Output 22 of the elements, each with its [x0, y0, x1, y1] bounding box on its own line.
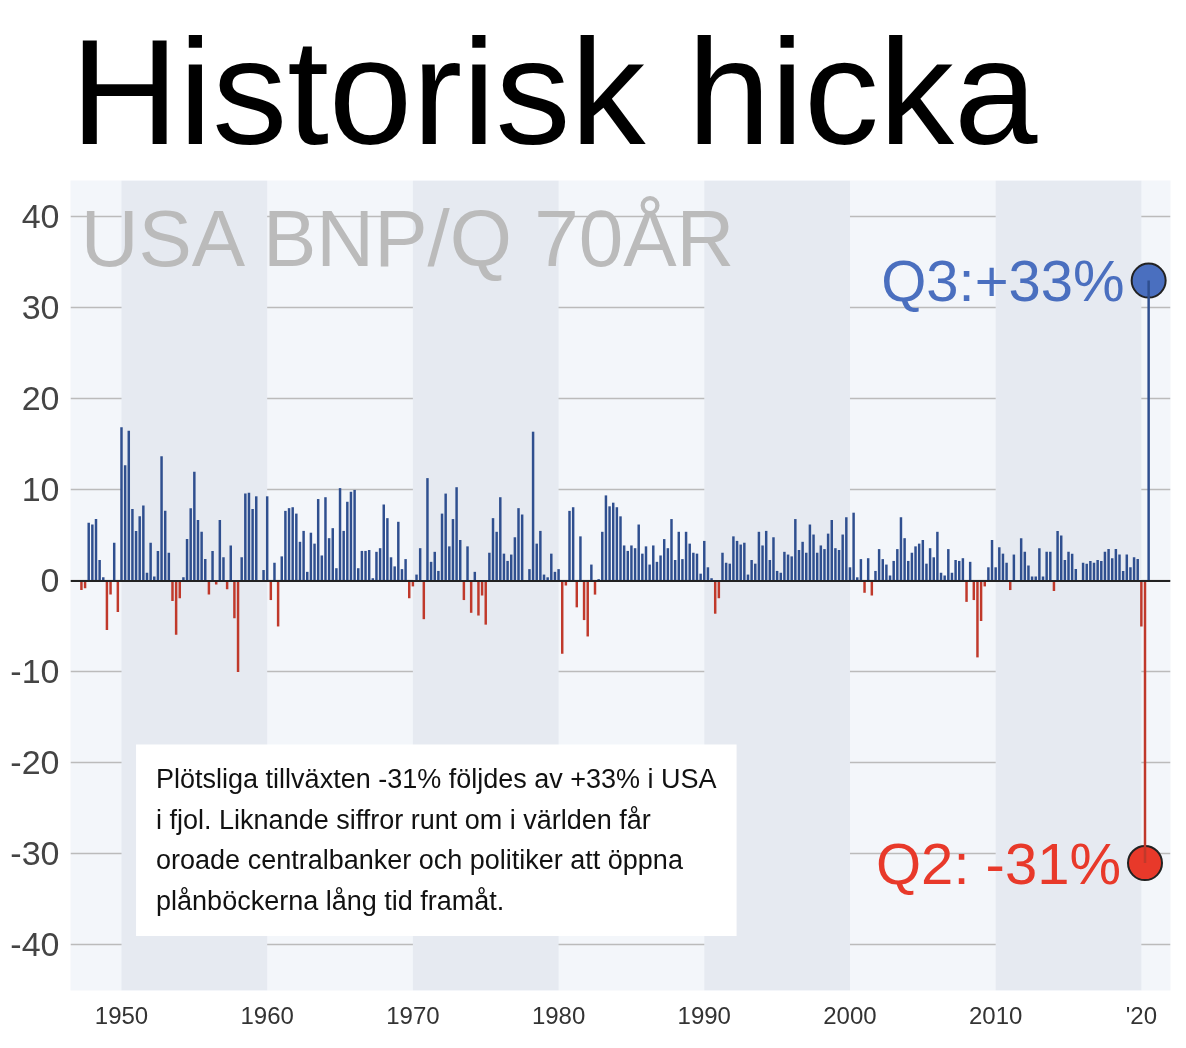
- chart-title: Historisk hicka: [70, 7, 1038, 176]
- x-tick-label: 2000: [823, 1001, 877, 1029]
- y-tick-label: -10: [10, 652, 60, 691]
- annotation: Q2: -31%: [876, 830, 1121, 896]
- x-tick-label: 2010: [968, 1001, 1023, 1029]
- y-tick-label: 0: [40, 561, 60, 600]
- x-tick-label: 1980: [531, 1001, 586, 1029]
- y-tick-label: 40: [21, 197, 60, 236]
- y-tick-label: -40: [10, 925, 60, 964]
- x-tick-label: 1950: [94, 1001, 149, 1029]
- x-tick-label: 1960: [240, 1001, 294, 1029]
- y-tick-label: -20: [10, 743, 60, 782]
- annotation: Plötsliga tillväxten -31% följdes av +33% i USA i fjol. Liknande siffror runt om i världen får oroade centralbanker och politiker att öppna plånböckerna lång tid framåt.: [156, 764, 717, 916]
- chart-subtitle: USA BNP/Q 70ÅR: [80, 194, 735, 284]
- annotation: Q3:+33%: [881, 248, 1125, 314]
- x-tick-label: '20: [1125, 1001, 1157, 1029]
- x-tick-label: 1970: [386, 1001, 440, 1029]
- y-tick-label: 10: [21, 470, 60, 509]
- y-tick-label: 20: [21, 379, 60, 418]
- y-tick-label: 30: [21, 288, 60, 327]
- x-tick-label: 1990: [677, 1001, 731, 1029]
- y-tick-label: -30: [10, 834, 60, 873]
